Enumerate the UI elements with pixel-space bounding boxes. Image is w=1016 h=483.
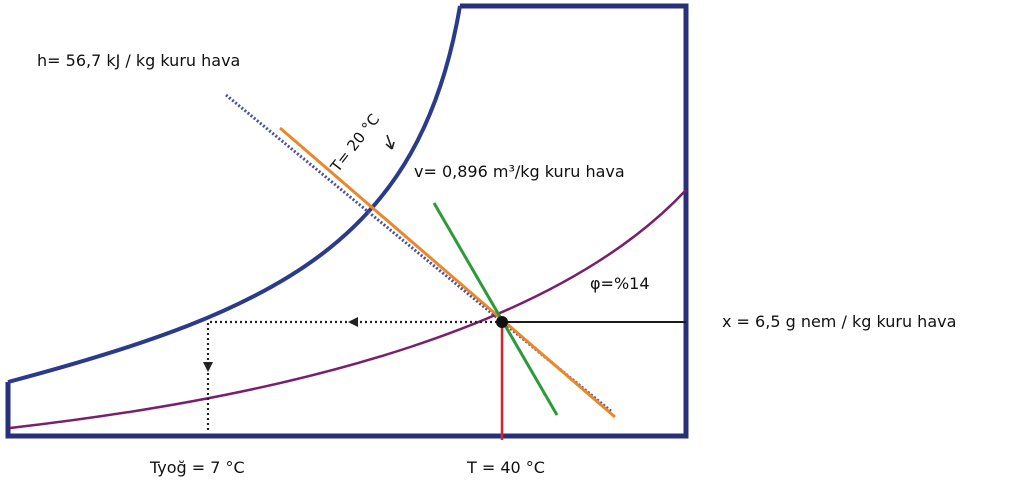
relative-humidity-label: φ=%14: [590, 274, 650, 293]
saturation-curve: [7, 5, 462, 384]
moisture-content-label: x = 6,5 g nem / kg kuru hava: [722, 312, 956, 331]
dew-point-label: Tyoğ = 7 °C: [149, 458, 245, 477]
wet-bulb-temperature-line: [279, 126, 616, 419]
specific-volume-label: v= 0,896 m³/kg kuru hava: [414, 162, 625, 181]
dew-point-arrow-left: [348, 317, 358, 327]
chart-frame: [5, 3, 689, 439]
temperature-40-label: T = 40 °C: [466, 458, 545, 477]
state-point: [496, 316, 508, 328]
temperature-arrow: [385, 134, 395, 150]
temperature-20-label: T= 20 °C: [326, 111, 383, 177]
enthalpy-label: h= 56,7 kJ / kg kuru hava: [37, 51, 240, 70]
relative-humidity-curve: [9, 189, 687, 430]
specific-volume-line: [432, 202, 559, 416]
dew-point-dotted-line: [206, 320, 502, 432]
dew-point-arrow-down: [203, 362, 213, 372]
